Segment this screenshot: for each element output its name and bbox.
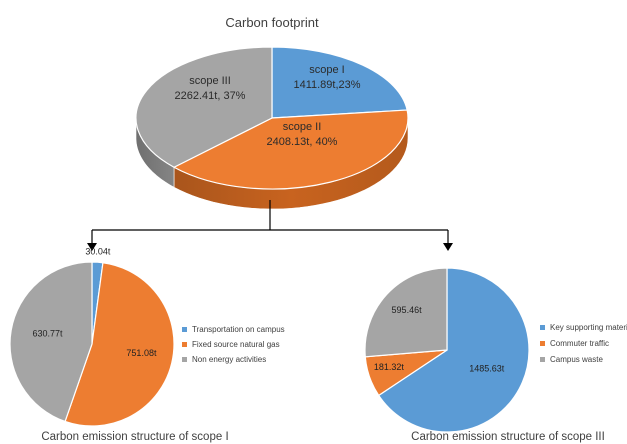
legend-label-commuter-traffic: Commuter traffic [550, 339, 609, 348]
main-chart-title: Carbon footprint [225, 15, 319, 30]
value-label-fixed-source-natural-gas: 751.08t [126, 348, 157, 358]
legend-label-campus-waste: Campus waste [550, 355, 603, 364]
value-label-non-energy-activities: 630.77t [33, 328, 64, 338]
value-label-scope-i: scope I 1411.89t,23% [293, 64, 360, 91]
arrow-right-head [443, 243, 453, 251]
slice-scope-i [271, 46, 408, 119]
value-label-key-supporting-materials: 1485.63t [469, 363, 505, 373]
value-label-campus-waste: 595.46t [392, 305, 423, 315]
slice-campus-waste [364, 267, 448, 358]
slice-key-supporting-materials [377, 267, 530, 433]
value-label-commuter-traffic: 181.32t [374, 362, 405, 372]
legend-swatch-transportation-on-campus [182, 327, 187, 332]
slice-scope-iii [135, 46, 273, 168]
scope1-chart-title: Carbon emission structure of scope I [41, 431, 228, 443]
scope3-pie: 1485.63t 181.32t 595.46t [364, 267, 530, 433]
slice-scope-ii [172, 109, 409, 190]
value-label-transportation-on-campus: 30.04t [85, 246, 111, 256]
connector-arrows [87, 200, 453, 251]
slice-non-energy-activities [9, 261, 93, 423]
legend-swatch-campus-waste [540, 357, 545, 362]
legend-label-non-energy-activities: Non energy activities [192, 355, 266, 364]
legend-label-key-supporting-materials: Key supporting materials [550, 323, 627, 332]
scope3-chart-title: Carbon emission structure of scope III [411, 431, 605, 443]
legend-label-transportation-on-campus: Transportation on campus [192, 325, 285, 334]
legend-swatch-fixed-source-natural-gas [182, 342, 187, 347]
legend-swatch-non-energy-activities [182, 357, 187, 362]
scope1-legend: Transportation on campus Fixed source nat… [182, 325, 285, 364]
scope3-legend: Key supporting materials Commuter traffic… [540, 323, 627, 364]
legend-swatch-key-supporting-materials [540, 325, 545, 330]
scope1-pie: 30.04t 751.08t 630.77t [9, 246, 175, 427]
legend-label-fixed-source-natural-gas: Fixed source natural gas [192, 340, 280, 349]
arrow-left-head [87, 243, 97, 251]
main-pie: scope I 1411.89t,23% scope II 2408.13t, 40%… [135, 46, 409, 210]
value-label-scope-iii: scope III 2262.41t, 37% [175, 75, 246, 102]
legend-swatch-commuter-traffic [540, 341, 545, 346]
slice-fixed-source-natural-gas [64, 262, 175, 427]
value-label-scope-ii: scope II 2408.13t, 40% [267, 121, 338, 148]
